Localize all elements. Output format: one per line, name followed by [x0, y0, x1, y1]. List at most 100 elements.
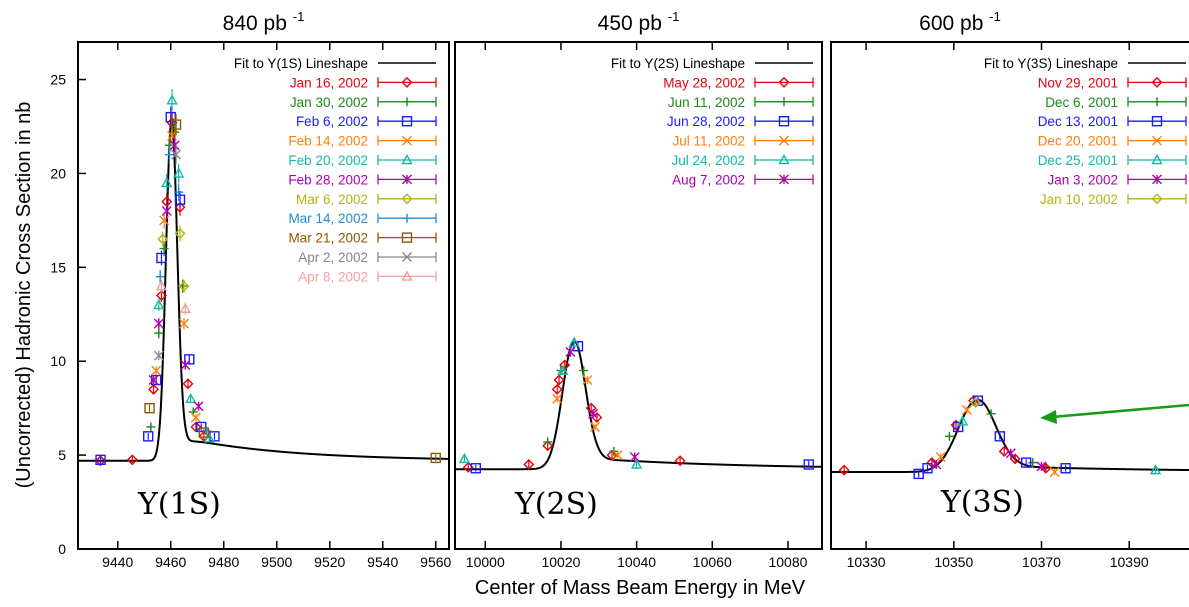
marker-square: [156, 252, 167, 264]
x-tick-label: 10370: [1022, 554, 1061, 570]
panel-title: 450 pb -1: [598, 9, 680, 35]
marker-diamond: [970, 397, 982, 409]
marker-cross: [1049, 467, 1060, 478]
marker-triangle: [184, 392, 197, 404]
series-jan-10-2002: [970, 397, 982, 409]
marker-square: [401, 232, 413, 243]
series-may-28-2002: [462, 359, 686, 473]
series-apr-2-2002: [153, 144, 182, 361]
marker-plus: [579, 366, 589, 376]
resonance-label: Υ(3S): [940, 485, 1024, 520]
series-jul-11-2002: [552, 375, 623, 461]
marker-square: [165, 111, 176, 123]
y-axis-title: (Uncorrected) Hadronic Cross Section in …: [13, 102, 35, 489]
marker-square: [150, 374, 162, 386]
marker-plus: [164, 150, 174, 160]
legend-label: Dec 20, 2001: [1038, 134, 1118, 149]
marker-star: [629, 451, 640, 462]
marker-square: [430, 452, 441, 464]
chart-panel-2: 450 pb -1 10000 10020 10040 10060 10080 Fit to…: [454, 9, 823, 570]
marker-square: [778, 115, 790, 127]
marker-triangle: [1151, 154, 1163, 165]
marker-diamond: [606, 449, 618, 461]
series-apr-8-2002: [155, 279, 192, 315]
x-axis-title: Center of Mass Beam Energy in MeV: [475, 577, 806, 599]
legend-fit-label: Fit to Y(3S) Lineshape: [984, 56, 1118, 71]
marker-cross: [589, 421, 600, 432]
marker-cross: [779, 135, 789, 146]
marker-cross: [153, 350, 164, 361]
marker-square: [174, 194, 186, 205]
legend-label: Jan 30, 2002: [290, 95, 368, 110]
x-tick-label: 10390: [1110, 554, 1149, 570]
marker-plus: [154, 328, 164, 338]
legend-label: Jan 3, 2002: [1047, 172, 1118, 187]
legend-label: Jul 24, 2002: [671, 153, 745, 168]
marker-triangle: [161, 176, 173, 188]
y-tick-label: 20: [50, 165, 66, 181]
marker-square: [170, 119, 182, 130]
panel-frame: [830, 41, 1189, 550]
marker-diamond: [401, 193, 413, 205]
legend-label: Mar 21, 2002: [288, 231, 368, 246]
y-tick-label: 5: [58, 447, 66, 463]
marker-diamond: [178, 280, 190, 292]
x-tick-label: 10080: [768, 554, 807, 570]
x-tick-label: 9520: [314, 554, 345, 570]
legend-label: Jun 28, 2002: [667, 114, 745, 129]
marker-cross: [552, 393, 563, 404]
marker-cross: [402, 252, 412, 262]
marker-triangle: [153, 298, 165, 310]
series-feb-6-2002: [95, 106, 220, 466]
marker-diamond: [838, 464, 850, 476]
series-dec-25-2001: [956, 415, 1162, 475]
marker-star: [1152, 174, 1162, 185]
legend-label: Apr 2, 2002: [298, 250, 368, 265]
marker-square: [803, 459, 814, 470]
series-feb-20-2002: [153, 88, 215, 443]
y-tick-label: 25: [50, 72, 66, 88]
marker-star: [931, 459, 942, 470]
marker-plus: [402, 97, 412, 107]
legend-label: Feb 6, 2002: [296, 114, 368, 129]
marker-plus: [155, 272, 165, 282]
fit-curve: [455, 340, 823, 471]
marker-plus: [402, 213, 412, 223]
series-mar-21-2002: [144, 114, 441, 464]
marker-square: [994, 431, 1006, 442]
x-tick-label: 9560: [420, 554, 451, 570]
marker-square: [401, 115, 413, 127]
x-tick-label: 10040: [617, 554, 656, 570]
marker-diamond: [157, 233, 169, 245]
marker-triangle: [155, 280, 168, 291]
legend-label: Dec 13, 2001: [1038, 114, 1118, 129]
marker-diamond: [551, 383, 563, 395]
marker-diamond: [553, 374, 565, 386]
x-tick-label: 10060: [693, 554, 732, 570]
marker-diamond: [1009, 453, 1021, 465]
x-tick-label: 9460: [155, 554, 186, 570]
marker-diamond: [95, 455, 107, 467]
marker-star: [161, 206, 172, 216]
marker-plus: [1152, 97, 1162, 107]
marker-triangle: [1149, 464, 1162, 475]
marker-plus: [174, 187, 184, 197]
legend-label: Dec 6, 2001: [1045, 95, 1118, 110]
x-tick-label: 9480: [208, 554, 239, 570]
legend-label: Jan 10, 2002: [1040, 192, 1118, 207]
marker-triangle: [166, 94, 178, 105]
legend-label: Feb 20, 2002: [288, 153, 368, 168]
panel-frame: [454, 41, 823, 550]
marker-star: [588, 408, 599, 419]
marker-cross: [612, 450, 623, 461]
marker-star: [565, 346, 576, 357]
arrow-head: [1040, 410, 1057, 424]
marker-square: [1151, 115, 1163, 127]
marker-diamond: [155, 290, 167, 301]
marker-square: [196, 421, 207, 433]
legend-label: Jul 11, 2002: [672, 134, 745, 149]
marker-square: [198, 427, 210, 438]
legend-label: Mar 6, 2002: [296, 192, 368, 207]
marker-square: [95, 454, 106, 466]
